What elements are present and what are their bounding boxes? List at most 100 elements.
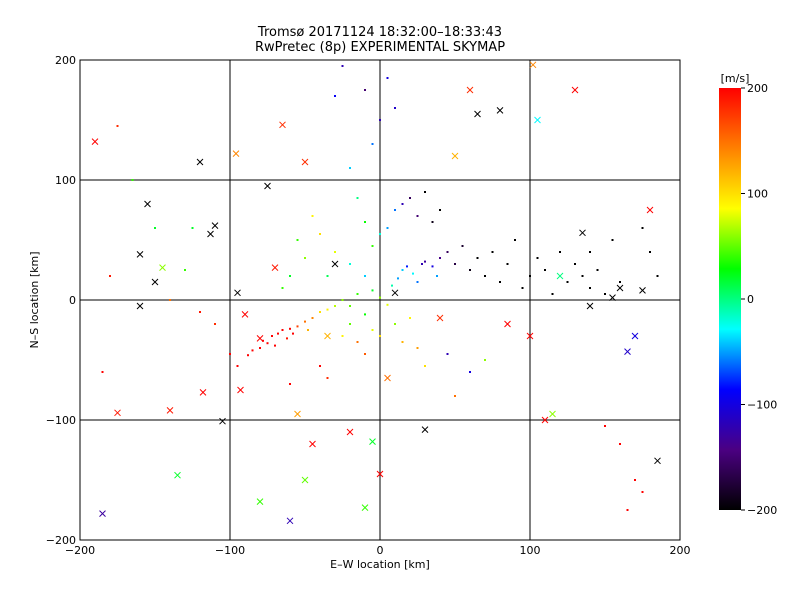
data-point (379, 335, 381, 337)
chart-subtitle: RwPretec (8p) EXPERIMENTAL SKYMAP (255, 40, 505, 55)
y-tick-label: 200 (55, 54, 76, 67)
data-point (604, 293, 606, 295)
data-point (401, 269, 404, 271)
data-point-x (232, 150, 240, 157)
data-point-x (376, 470, 384, 478)
colorbar-tick-label: 100 (747, 188, 768, 201)
data-point-x (256, 498, 264, 505)
data-point (401, 341, 404, 343)
data-point (379, 119, 381, 121)
data-point-x (207, 230, 214, 238)
data-point (319, 311, 321, 313)
data-point-x (549, 410, 556, 418)
data-point (304, 320, 306, 323)
data-point-x (496, 107, 504, 114)
data-point (446, 353, 449, 355)
data-point-x (654, 457, 661, 465)
x-tick-label: −100 (215, 544, 245, 557)
data-point (454, 395, 456, 397)
data-point (154, 227, 156, 229)
data-point (229, 353, 231, 355)
data-point (446, 251, 449, 253)
chart-title: Tromsø 20171124 18:32:00–18:33:43 (257, 25, 502, 40)
data-point (439, 209, 441, 211)
x-tick-label: 100 (520, 544, 541, 557)
data-point (406, 265, 408, 268)
colorbar-tick-label: 200 (747, 82, 768, 95)
data-point (551, 293, 554, 295)
data-point (656, 275, 659, 277)
data-point (349, 305, 351, 307)
data-point-x (199, 389, 207, 396)
data-point (341, 335, 344, 337)
x-axis-label: E–W location [km] (330, 558, 430, 571)
data-point (386, 77, 389, 79)
data-point-x (646, 206, 654, 214)
data-point (649, 251, 651, 253)
data-point (409, 317, 411, 319)
data-point (469, 269, 471, 271)
data-point (484, 275, 486, 277)
data-point-x (421, 426, 429, 433)
y-tick-label: 100 (55, 174, 76, 187)
data-point (581, 275, 584, 277)
data-point (619, 281, 621, 283)
data-point (574, 263, 576, 265)
data-point-x (346, 428, 354, 436)
data-point (371, 289, 374, 292)
data-point-x (616, 284, 624, 292)
data-point (379, 296, 381, 299)
data-point-x (361, 504, 369, 511)
data-point (536, 257, 539, 259)
data-point (431, 265, 434, 268)
data-point (416, 347, 419, 349)
data-point (364, 89, 366, 91)
data-point (634, 479, 636, 481)
data-point (506, 263, 509, 265)
data-point (334, 305, 336, 307)
data-point-x (99, 510, 106, 517)
data-point (199, 311, 201, 313)
data-point-x (301, 476, 309, 484)
data-point (289, 327, 291, 330)
axis-ticks (79, 59, 681, 541)
data-point (169, 299, 171, 301)
data-point (214, 323, 216, 325)
data-point (596, 269, 599, 271)
data-point (412, 272, 414, 275)
data-point (311, 317, 314, 319)
data-point-x (474, 110, 481, 118)
data-point-x (529, 61, 537, 69)
data-point (281, 329, 284, 331)
data-point (499, 281, 501, 283)
data-point (349, 323, 351, 325)
data-point-x (301, 158, 309, 166)
data-point (391, 284, 393, 287)
data-point-x (504, 320, 511, 328)
data-point-x (114, 409, 121, 417)
data-point (436, 275, 438, 277)
data-point (424, 191, 426, 193)
data-point-x (436, 314, 444, 322)
data-point (296, 325, 299, 328)
data-point-x (279, 121, 286, 129)
data-point (326, 377, 329, 379)
data-point-x (451, 152, 459, 160)
data-point-x (241, 311, 249, 318)
data-point-x (174, 471, 181, 479)
y-axis-label: N–S location [km] (28, 251, 41, 348)
data-point-x (624, 348, 631, 355)
data-point-x (331, 260, 339, 268)
data-point-x (609, 294, 616, 301)
data-point (371, 245, 374, 247)
data-point (349, 263, 351, 265)
data-point (424, 365, 426, 367)
data-point-x (264, 182, 271, 190)
data-point (421, 263, 423, 265)
data-point (469, 371, 471, 373)
data-point (386, 303, 389, 306)
data-point-x (196, 158, 204, 166)
data-point (364, 313, 366, 316)
data-point (394, 209, 396, 211)
data-point (281, 287, 284, 289)
